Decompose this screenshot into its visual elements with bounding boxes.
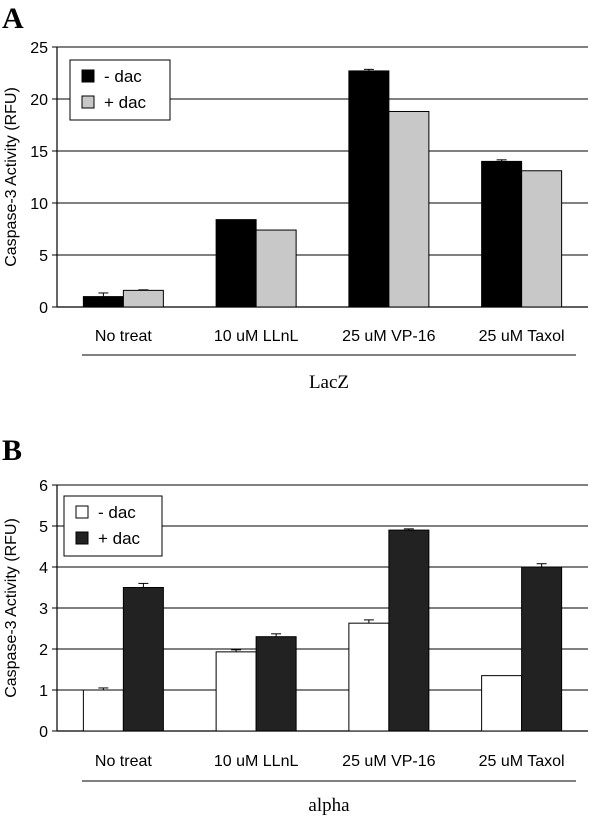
y-tick-label: 0: [39, 300, 48, 317]
y-tick-label: 10: [30, 196, 48, 213]
y-axis-label: Caspase-3 Activity (RFU): [3, 87, 20, 267]
bar: [481, 160, 523, 308]
bar: [215, 651, 257, 732]
legend-swatch: [75, 505, 89, 519]
panel-a: A 0 5 10 15 20 25 Caspase-3 Activity (RFU) No tr…: [2, 2, 588, 393]
y-tick-label: 3: [39, 601, 48, 618]
group-label: alpha: [308, 795, 350, 816]
x-tick-label: 10 uM LLnL: [214, 328, 299, 345]
bar: [255, 636, 297, 732]
x-tick-label: 25 uM VP-16: [342, 328, 435, 345]
legend: - dac + dac: [69, 59, 171, 121]
bar: [388, 529, 430, 732]
panel-letter: B: [2, 434, 22, 467]
bar: [215, 219, 257, 308]
legend-label: - dac: [98, 503, 136, 522]
x-tick-label: No treat: [95, 753, 152, 770]
legend: - dac + dac: [63, 495, 163, 557]
y-tick-label: 6: [39, 478, 48, 495]
bar: [348, 622, 390, 732]
y-tick-label: 20: [30, 92, 48, 109]
bar: [521, 170, 563, 308]
group-label: LacZ: [309, 372, 349, 393]
y-tick-label: 5: [39, 248, 48, 265]
y-axis-label: Caspase-3 Activity (RFU): [3, 518, 20, 698]
y-tick-label: 4: [39, 560, 48, 577]
panel-b: B 0 1 2 3 4 5 6 Caspase-3 Activity (RFU) No treat…: [2, 434, 588, 816]
bar: [521, 566, 563, 732]
bar: [122, 289, 164, 308]
y-tick-label: 15: [30, 144, 48, 161]
panel-letter: A: [2, 2, 24, 35]
bar: [255, 229, 297, 308]
bar: [388, 110, 430, 308]
legend-swatch: [81, 95, 95, 109]
y-tick-label: 25: [30, 40, 48, 57]
legend-box: [69, 59, 171, 121]
y-tick-label: 1: [39, 683, 48, 700]
x-tick-label: 10 uM LLnL: [214, 753, 299, 770]
bar: [82, 689, 124, 732]
y-tick-label: 0: [39, 724, 48, 741]
bar: [122, 587, 164, 732]
y-tick-label: 5: [39, 519, 48, 536]
legend-swatch: [81, 69, 95, 83]
legend-label: + dac: [104, 93, 147, 112]
bar: [82, 296, 124, 308]
x-tick-label: 25 uM Taxol: [479, 328, 565, 345]
legend-label: - dac: [104, 67, 142, 86]
legend-swatch: [75, 531, 89, 545]
y-tick-label: 2: [39, 642, 48, 659]
bar: [348, 70, 390, 308]
x-tick-label: 25 uM Taxol: [479, 753, 565, 770]
x-tick-label: 25 uM VP-16: [342, 753, 435, 770]
legend-label: + dac: [98, 529, 141, 548]
x-tick-label: No treat: [95, 328, 152, 345]
bar: [481, 675, 523, 732]
